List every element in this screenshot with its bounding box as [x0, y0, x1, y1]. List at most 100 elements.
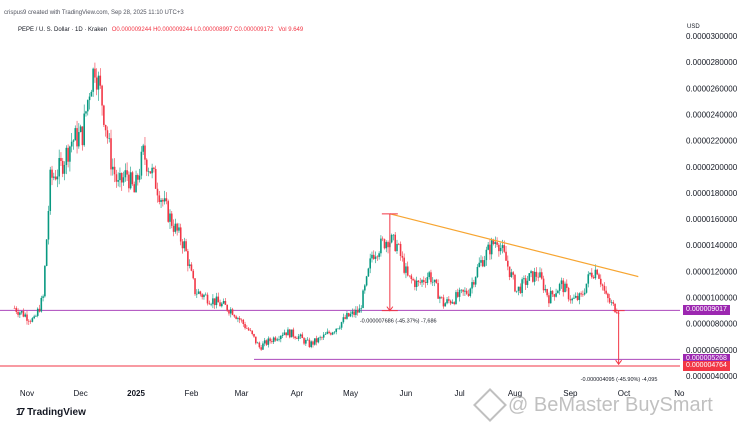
candle-body — [17, 311, 19, 315]
candle-body — [406, 266, 409, 276]
candle-body — [576, 295, 579, 300]
candle-body — [544, 289, 547, 291]
candle-body — [401, 255, 404, 258]
volume-value: Vol 9.649 — [278, 27, 304, 33]
candle-body — [111, 166, 114, 170]
candle-body — [317, 337, 320, 343]
drawings: -0.000007686 (-45.37%) -7,686 -0.00000409… — [360, 213, 657, 383]
candle-body — [515, 290, 518, 292]
candle-body — [281, 334, 284, 336]
candle-body — [181, 241, 184, 249]
candle-body — [430, 272, 432, 283]
candle-body — [537, 276, 540, 278]
candle-body — [215, 296, 218, 306]
candle-body — [474, 277, 477, 285]
y-tick-label: 0.0000280000 — [686, 58, 738, 67]
ohlc-values: O0.000009244 H0.000009244 L0.000008997 C… — [111, 27, 274, 33]
candle-body — [442, 297, 445, 307]
candle-body — [449, 300, 452, 304]
candle-body — [578, 293, 581, 300]
candle-body — [610, 302, 613, 303]
candle-body — [288, 329, 291, 338]
candle-body — [303, 338, 305, 344]
candle-body — [358, 308, 361, 313]
candle-body — [154, 168, 157, 189]
candle-body — [467, 293, 470, 296]
candle-body — [65, 147, 68, 165]
candle-body — [278, 339, 280, 340]
candle-body — [22, 311, 25, 317]
measure-arrow — [615, 359, 623, 366]
candle-body — [465, 290, 468, 294]
candle-body — [131, 172, 134, 185]
candle-body — [176, 223, 178, 231]
candle-body — [324, 333, 327, 335]
candle-body — [142, 145, 144, 152]
candle-body — [591, 272, 593, 278]
candle-body — [374, 256, 377, 259]
candle-body — [124, 170, 127, 178]
candle-body — [437, 283, 439, 299]
candle-body — [431, 281, 434, 283]
candle-body — [38, 308, 41, 312]
candle-body — [196, 293, 198, 295]
candle-body — [312, 341, 314, 345]
candle-body — [79, 126, 82, 133]
x-tick-label: Jun — [399, 389, 412, 398]
candle-body — [369, 258, 371, 269]
candle-body — [224, 301, 227, 305]
candle-body — [60, 158, 62, 161]
candle-body — [423, 280, 425, 283]
candles — [13, 62, 620, 351]
candle-body — [174, 223, 177, 232]
candle-body — [199, 291, 202, 295]
candle-body — [607, 293, 609, 299]
candle-body — [305, 339, 307, 344]
candle-body — [360, 307, 363, 309]
candle-body — [421, 280, 423, 283]
candle-body — [119, 172, 121, 181]
candle-body — [81, 126, 84, 146]
candle-body — [471, 282, 473, 289]
candle-body — [35, 315, 37, 317]
candle-body — [110, 138, 112, 170]
tradingview-logo[interactable]: 17 TradingView — [16, 407, 86, 418]
candle-body — [160, 199, 162, 203]
candle-body — [113, 166, 116, 175]
candle-body — [507, 260, 509, 267]
x-tick-label: Aug — [508, 389, 522, 398]
candle-body — [122, 177, 125, 183]
candle-body — [315, 338, 318, 343]
candle-body — [508, 266, 511, 277]
candle-body — [342, 317, 345, 323]
candle-body — [503, 245, 506, 252]
candle-body — [616, 312, 618, 314]
x-tick-label: Dec — [74, 389, 88, 398]
candle-body — [297, 336, 300, 339]
candle-body — [178, 227, 180, 231]
candle-body — [542, 278, 545, 291]
candle-body — [553, 294, 556, 297]
candle-body — [58, 158, 60, 177]
candle-body — [27, 320, 30, 322]
candle-body — [67, 147, 69, 162]
candle-body — [435, 279, 438, 284]
candle-body — [512, 272, 514, 275]
candle-body — [574, 295, 577, 298]
candle-body — [78, 132, 80, 147]
y-tick-label: 0.0000100000 — [686, 294, 738, 303]
candle-body — [206, 294, 209, 304]
candle-body — [49, 169, 52, 211]
candle-body — [283, 332, 286, 335]
candle-body — [72, 140, 75, 142]
candle-body — [253, 334, 255, 337]
candle-body — [276, 339, 279, 341]
candle-body — [280, 335, 282, 340]
candle-body — [188, 264, 191, 266]
candle-body — [153, 167, 155, 169]
candle-body — [456, 292, 459, 297]
x-tick-label: Nov — [20, 389, 34, 398]
price-badge-current: 0.000009017 — [683, 305, 730, 316]
candle-body — [424, 282, 427, 283]
